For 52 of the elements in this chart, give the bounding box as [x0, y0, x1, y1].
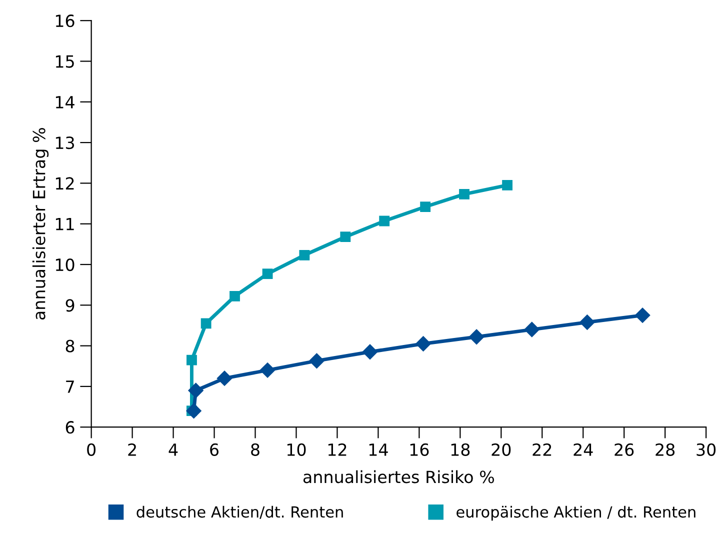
point: [502, 180, 512, 190]
x-tick-label: 30: [696, 443, 716, 456]
x-tick-label: 20: [492, 443, 511, 456]
x-tick-label: 12: [328, 443, 346, 456]
x-tick-label: 18: [451, 443, 470, 456]
y-tick-label: 6: [66, 421, 74, 434]
point: [459, 188, 470, 200]
point: [362, 344, 378, 360]
point: [309, 353, 324, 368]
y-tick-label: 12: [56, 177, 74, 190]
x-tick-label: 0: [87, 443, 96, 456]
x-tick-label: 8: [251, 443, 260, 456]
point: [188, 382, 204, 398]
x-tick-label: 2: [128, 443, 136, 456]
x-tick-label: 26: [614, 443, 634, 456]
legend-label: europäische Aktien / dt. Renten: [456, 506, 696, 521]
x-tick-label: 16: [410, 443, 429, 456]
point: [260, 362, 276, 378]
x-tick-label: 4: [168, 444, 178, 456]
legend-label: deutsche Aktien/dt. Renten: [136, 506, 343, 519]
point: [379, 216, 390, 226]
point: [200, 318, 212, 329]
y-tick-label: 14: [56, 96, 74, 108]
y-tick-label: 7: [66, 380, 74, 393]
x-tick-label: 24: [574, 443, 593, 456]
y-tick-label: 15: [56, 55, 74, 68]
point: [634, 308, 650, 323]
point: [416, 336, 431, 352]
point: [186, 403, 202, 418]
x-tick-label: 10: [287, 443, 306, 456]
y-axis-title: annualisierter Ertrag %: [32, 128, 49, 320]
point: [524, 322, 540, 338]
point: [216, 370, 232, 386]
point: [262, 268, 273, 280]
point: [340, 232, 351, 242]
x-axis-title: annualisiertes Risiko %: [303, 470, 494, 484]
x-tick-label: 22: [532, 443, 552, 456]
y-tick-label: 9: [66, 299, 74, 312]
point: [580, 314, 595, 330]
point: [468, 329, 484, 344]
y-tick-label: 16: [56, 14, 74, 28]
y-tick-label: 10: [56, 258, 74, 272]
point: [420, 202, 431, 212]
x-tick-label: 28: [656, 443, 675, 456]
point: [299, 250, 310, 260]
y-tick-label: 13: [56, 136, 74, 150]
y-tick-label: 8: [66, 340, 74, 352]
point: [186, 354, 197, 366]
x-tick-label: 14: [369, 444, 388, 456]
x-tick-label: 6: [210, 443, 219, 456]
y-tick-label: 11: [56, 218, 74, 230]
point: [230, 290, 240, 302]
